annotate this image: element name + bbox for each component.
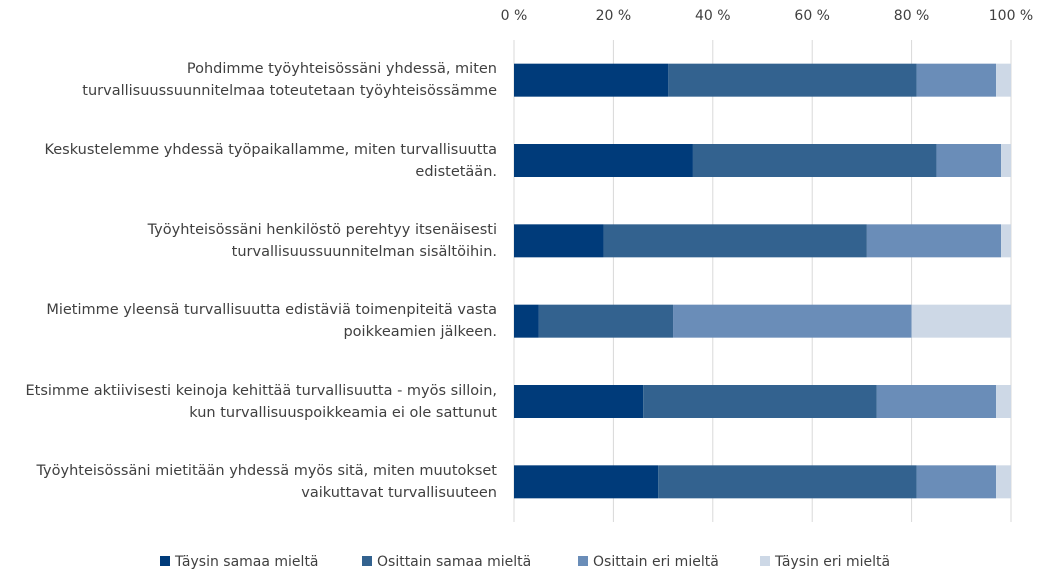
legend-label: Osittain eri mieltä — [593, 554, 719, 570]
bar-segment — [876, 385, 997, 418]
bar-segment — [658, 465, 917, 499]
bar-segment — [603, 224, 867, 258]
legend-label: Täysin samaa mieltä — [174, 554, 319, 570]
legend-swatch — [362, 556, 372, 566]
category-label: Keskustelemme yhdessä työpaikallamme, mi… — [44, 141, 497, 180]
bar-segment — [996, 465, 1011, 499]
category-label: Työyhteisössäni henkilöstö perehtyy itse… — [147, 221, 497, 260]
legend-label: Osittain samaa mieltä — [377, 554, 531, 570]
x-tick-label: 0 % — [501, 8, 528, 24]
legend-label: Täysin eri mieltä — [774, 554, 890, 570]
bar-segment — [514, 385, 644, 418]
bar-segment — [996, 385, 1011, 418]
bar-segment — [916, 465, 997, 499]
bar-segment — [1001, 224, 1011, 258]
legend-swatch — [760, 556, 770, 566]
category-label: Mietimme yleensä turvallisuutta edistävi… — [46, 302, 497, 341]
legend-swatch — [578, 556, 588, 566]
x-tick-label: 20 % — [596, 8, 632, 24]
x-tick-label: 60 % — [794, 8, 830, 24]
legend-swatch — [160, 556, 170, 566]
bar-segment — [643, 385, 877, 418]
bar-segment — [514, 144, 693, 177]
x-tick-label: 80 % — [894, 8, 930, 24]
bar-segment — [936, 144, 1002, 177]
bar-segment — [514, 465, 659, 499]
bar-segment — [514, 63, 669, 97]
bar-segment — [911, 304, 1011, 338]
bar-segment — [866, 224, 1002, 258]
bar-segment — [1001, 144, 1011, 177]
bar-segment — [916, 63, 997, 97]
bar-segment — [514, 304, 539, 338]
bar-segment — [692, 144, 937, 177]
category-label: Etsimme aktiivisesti keinoja kehittää tu… — [25, 382, 498, 421]
bar-segment — [996, 63, 1011, 97]
x-tick-label: 100 % — [989, 8, 1033, 24]
category-label: Pohdimme työyhteisössäni yhdessä, miten … — [82, 61, 497, 100]
bar-segment — [668, 63, 917, 97]
bar-segment — [673, 304, 912, 338]
x-tick-label: 40 % — [695, 8, 731, 24]
bar-segment — [514, 224, 604, 258]
bar-segment — [538, 304, 674, 338]
category-label: Työyhteisössäni mietitään yhdessä myös s… — [36, 462, 497, 501]
